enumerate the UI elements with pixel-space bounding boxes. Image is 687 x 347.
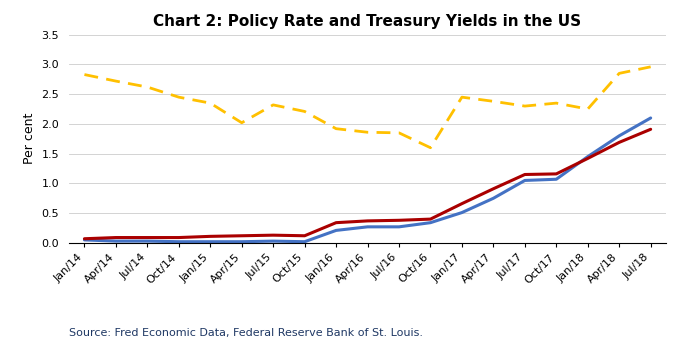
Text: Source: Fred Economic Data, Federal Reserve Bank of St. Louis.: Source: Fred Economic Data, Federal Rese… xyxy=(69,328,423,338)
Title: Chart 2: Policy Rate and Treasury Yields in the US: Chart 2: Policy Rate and Treasury Yields… xyxy=(153,14,582,29)
Y-axis label: Per cent: Per cent xyxy=(23,113,36,164)
